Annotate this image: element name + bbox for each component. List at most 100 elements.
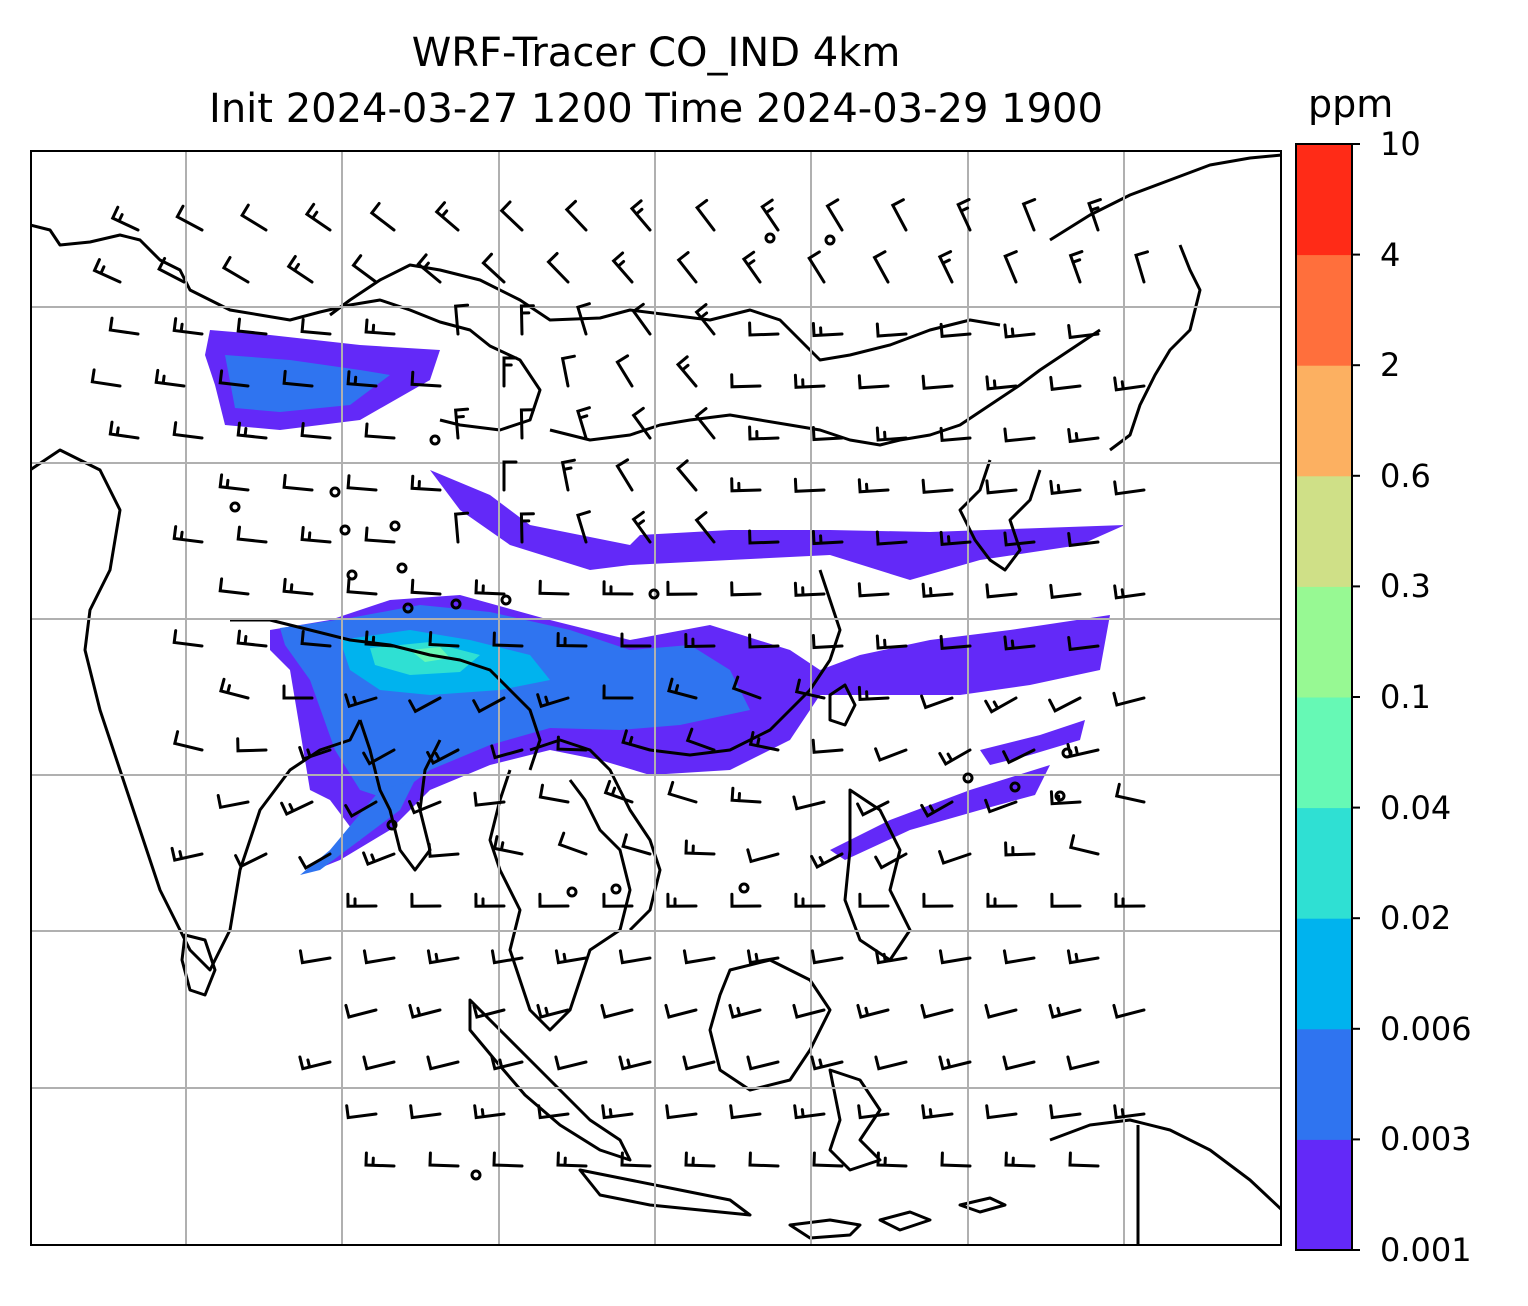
colorbar-tick-label: 4 — [1380, 235, 1401, 274]
wind-barb — [346, 892, 378, 908]
wind-barb — [364, 526, 396, 544]
wind-barb — [730, 786, 762, 804]
wind-barb — [748, 425, 780, 441]
wind-barb — [825, 198, 844, 232]
wind-barb — [364, 422, 396, 440]
wind-barb — [346, 370, 378, 388]
wind-barb — [490, 1055, 524, 1071]
wind-barb — [1067, 636, 1100, 652]
wind-barb — [538, 892, 570, 908]
wind-barb — [811, 738, 844, 754]
colorbar-segment — [1296, 697, 1352, 809]
colorbar — [1295, 143, 1360, 1251]
wind-barb — [1114, 782, 1146, 804]
wind-barb — [811, 426, 844, 442]
wind-barb — [218, 369, 250, 388]
wind-barb — [286, 255, 314, 284]
wind-barb — [985, 479, 1018, 495]
calm-wind-marker — [429, 434, 441, 446]
wind-barb — [1134, 250, 1149, 284]
wind-barb — [620, 1151, 652, 1168]
wind-barb — [364, 318, 396, 336]
wind-barb — [236, 317, 268, 336]
wind-barb — [473, 791, 506, 807]
coast-taiwan — [828, 683, 857, 727]
wind-barb — [746, 848, 780, 864]
wind-barb — [940, 1151, 972, 1168]
calm-wind-marker — [610, 883, 622, 895]
wind-barb — [236, 421, 268, 440]
wind-barb — [807, 250, 826, 284]
wind-barb — [938, 1055, 972, 1071]
wind-barb — [172, 730, 204, 752]
wind-barb — [695, 198, 716, 232]
wind-barb — [234, 852, 268, 869]
wind-barb — [427, 842, 460, 858]
wind-barb — [730, 581, 762, 597]
coast-sulawesi — [828, 1068, 882, 1172]
wind-barb — [922, 892, 954, 908]
wind-barb — [748, 321, 780, 337]
wind-barb — [675, 355, 698, 388]
wind-barb — [631, 302, 652, 336]
wind-barb — [490, 744, 524, 760]
calm-wind-marker — [450, 598, 462, 610]
wind-barb — [665, 1104, 698, 1120]
wind-barb — [364, 630, 396, 648]
wind-barb — [746, 1055, 780, 1071]
wind-barb — [426, 748, 460, 766]
wind-barb — [730, 477, 762, 493]
wind-barb — [857, 478, 890, 494]
wind-barb — [1003, 635, 1036, 651]
colorbar-segment — [1296, 144, 1352, 256]
wind-barb — [676, 251, 698, 284]
wind-barb — [811, 322, 844, 338]
wind-barb — [874, 747, 908, 762]
wind-barb — [409, 1104, 442, 1120]
wind-barb — [502, 460, 518, 492]
wind-barb — [560, 354, 576, 388]
wind-barb — [858, 892, 890, 908]
wind-barb — [298, 949, 332, 965]
wind-barb — [172, 421, 204, 440]
colorbar-segment — [1296, 1028, 1352, 1140]
colorbar-tick-label: 0.3 — [1380, 567, 1431, 606]
border-china-india — [230, 618, 542, 771]
wind-barb — [1049, 375, 1082, 391]
wind-barb — [408, 800, 442, 815]
wind-barb — [170, 846, 204, 862]
wind-barb — [620, 632, 652, 648]
wind-barb — [667, 780, 698, 804]
wind-barb — [1114, 892, 1146, 908]
calm-wind-marker — [396, 562, 408, 574]
wind-barb — [362, 949, 396, 965]
wind-barb — [666, 580, 698, 596]
wind-barb — [746, 949, 780, 965]
wind-barb — [794, 892, 826, 908]
wind-barb — [1050, 892, 1082, 908]
wind-barb — [856, 1003, 890, 1019]
wind-barb — [564, 199, 588, 232]
coast-india — [30, 448, 362, 972]
calm-wind-marker — [389, 520, 401, 532]
wind-barb — [362, 851, 396, 867]
calm-wind-marker — [648, 588, 660, 600]
calm-wind-marker — [1061, 747, 1073, 759]
wind-barb — [810, 949, 844, 965]
wind-barb — [218, 577, 250, 596]
calm-wind-marker — [402, 602, 414, 614]
wind-barb — [1004, 841, 1036, 857]
wind-barb — [811, 634, 844, 650]
border-myanmar — [358, 719, 442, 872]
wind-barb — [1048, 696, 1082, 713]
wind-barb — [684, 1151, 716, 1168]
colorbar-segment — [1296, 254, 1352, 366]
wind-barb — [453, 303, 470, 336]
wind-barb — [556, 1151, 588, 1168]
wind-barb — [792, 795, 826, 811]
wind-barb — [364, 1151, 396, 1168]
colorbar-tick-label: 0.02 — [1380, 899, 1452, 938]
wind-barb — [280, 800, 314, 816]
colorbar-segment — [1296, 475, 1352, 587]
wind-barb — [939, 634, 972, 651]
